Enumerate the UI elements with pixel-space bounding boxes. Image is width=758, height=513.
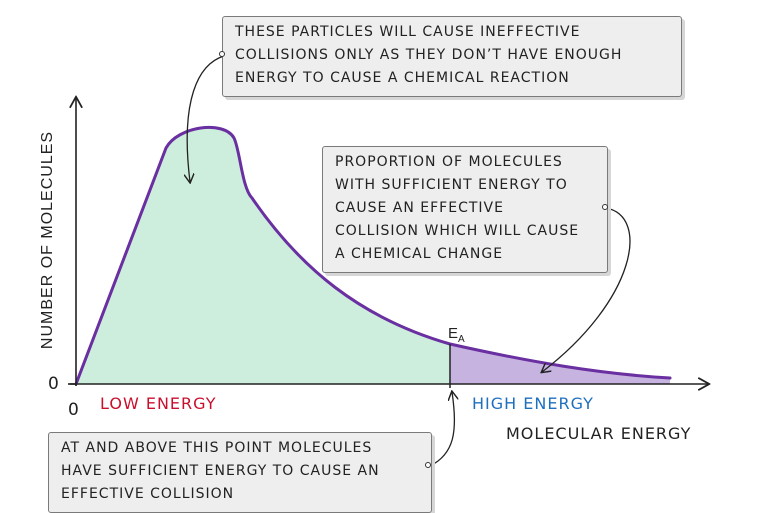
high-energy-label: HIGH ENERGY — [472, 394, 594, 413]
right-callout-line-5: A CHEMICAL CHANGE — [335, 246, 504, 262]
y-origin-label: 0 — [48, 374, 60, 394]
right-callout: PROPORTION OF MOLECULES WITH SUFFICIENT … — [322, 146, 608, 273]
low-energy-label: LOW ENERGY — [100, 394, 217, 413]
y-axis-label: NUMBER OF MOLECULES — [39, 131, 56, 349]
bottom-callout-anchor-dot — [425, 462, 431, 468]
top-callout-line-1: THESE PARTICLES WILL CAUSE INEFFECTIVE — [235, 24, 581, 40]
bottom-callout: AT AND ABOVE THIS POINT MOLECULES HAVE S… — [48, 432, 432, 513]
right-callout-line-2: WITH SUFFICIENT ENERGY TO — [335, 177, 568, 193]
top-callout-pointer — [187, 55, 225, 182]
bottom-callout-line-1: AT AND ABOVE THIS POINT MOLECULES — [61, 440, 373, 456]
top-callout: THESE PARTICLES WILL CAUSE INEFFECTIVE C… — [222, 16, 682, 97]
distribution-curve — [74, 125, 672, 386]
right-callout-pointer — [542, 207, 631, 372]
activation-energy-label: EA — [448, 325, 465, 345]
right-callout-anchor-dot — [602, 204, 608, 210]
bottom-callout-line-2: HAVE SUFFICIENT ENERGY TO CAUSE AN — [61, 463, 380, 479]
low-energy-area — [76, 127, 450, 384]
bottom-callout-line-3: EFFECTIVE COLLISION — [61, 486, 235, 502]
right-callout-line-1: PROPORTION OF MOLECULES — [335, 154, 563, 170]
top-callout-anchor-dot — [219, 51, 225, 57]
right-callout-line-4: COLLISION WHICH WILL CAUSE — [335, 223, 580, 239]
top-callout-line-2: COLLISIONS ONLY AS THEY DON’T HAVE ENOUG… — [235, 47, 623, 63]
bottom-callout-pointer — [429, 392, 454, 467]
x-origin-label: 0 — [68, 400, 80, 420]
right-callout-line-3: CAUSE AN EFFECTIVE — [335, 200, 504, 216]
top-callout-line-3: ENERGY TO CAUSE A CHEMICAL REACTION — [235, 70, 570, 86]
x-axis-label: MOLECULAR ENERGY — [506, 424, 692, 443]
